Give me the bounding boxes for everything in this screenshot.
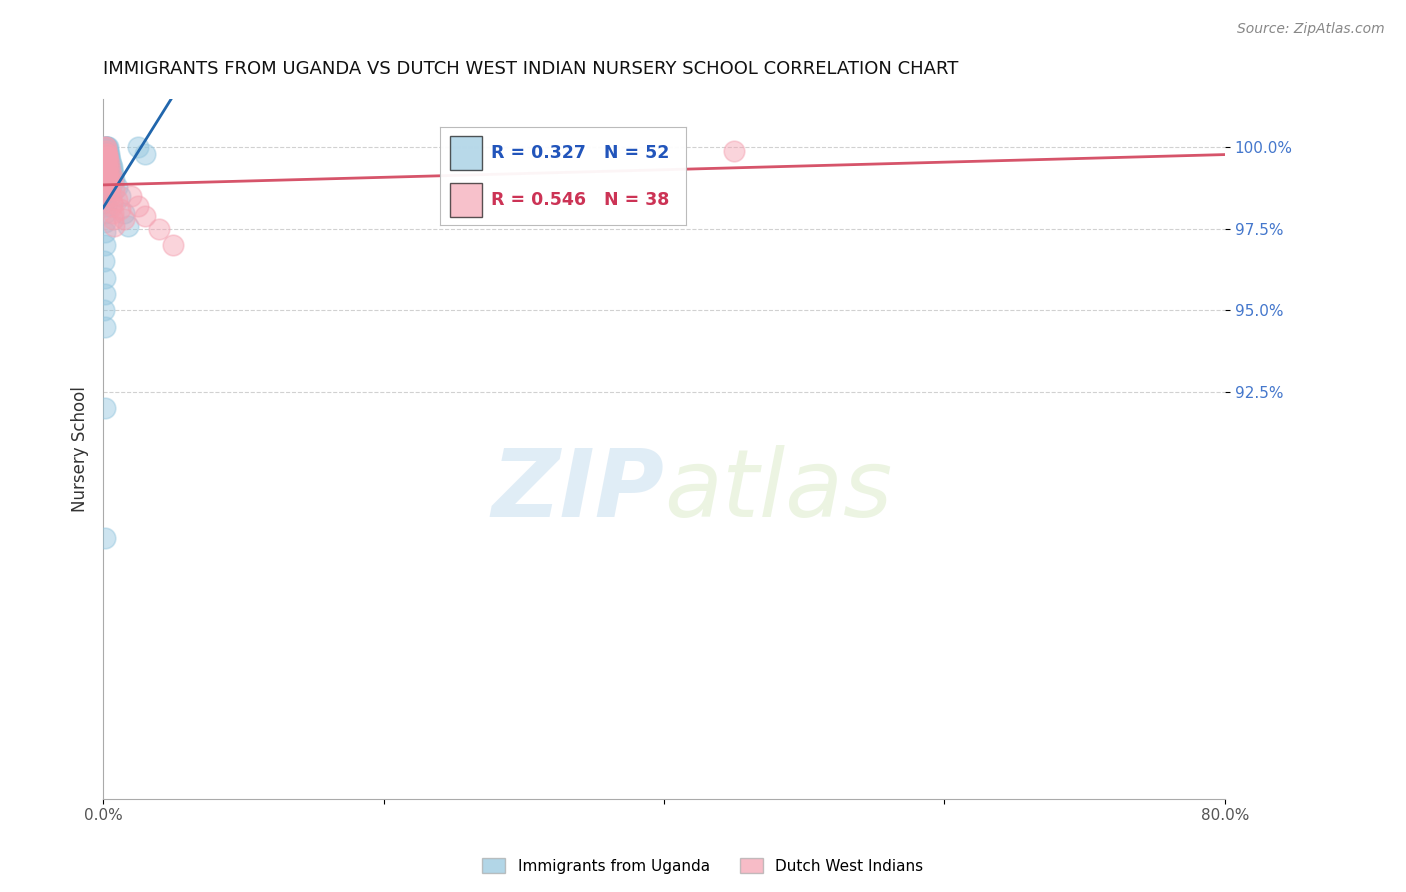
Point <box>134 147 156 161</box>
Point <box>94 140 117 154</box>
Point <box>101 163 124 178</box>
Point <box>96 150 118 164</box>
Point <box>162 238 184 252</box>
Point <box>93 176 115 190</box>
Point <box>97 169 120 184</box>
Point <box>97 147 120 161</box>
Point <box>94 169 117 184</box>
Text: IMMIGRANTS FROM UGANDA VS DUTCH WEST INDIAN NURSERY SCHOOL CORRELATION CHART: IMMIGRANTS FROM UGANDA VS DUTCH WEST IND… <box>103 60 959 78</box>
Point <box>134 209 156 223</box>
Point <box>127 199 149 213</box>
Point <box>723 144 745 158</box>
Text: ZIP: ZIP <box>491 445 664 537</box>
Point <box>93 195 115 210</box>
Point <box>96 199 118 213</box>
Point <box>112 212 135 227</box>
Point <box>97 163 120 178</box>
Point <box>103 183 125 197</box>
Point <box>98 176 121 190</box>
Point <box>97 173 120 187</box>
Point <box>97 179 120 194</box>
Point <box>94 157 117 171</box>
Point <box>103 173 125 187</box>
Point <box>96 144 118 158</box>
Point <box>100 195 122 210</box>
Point <box>97 144 120 158</box>
Point <box>96 150 118 164</box>
Point <box>93 270 115 285</box>
Point <box>96 167 118 181</box>
Point <box>93 303 115 318</box>
Point <box>93 319 115 334</box>
Point <box>96 176 118 190</box>
Point <box>96 147 118 161</box>
Point <box>93 238 115 252</box>
Point <box>94 225 117 239</box>
Legend: Immigrants from Uganda, Dutch West Indians: Immigrants from Uganda, Dutch West India… <box>477 852 929 880</box>
Point <box>94 531 117 545</box>
Point <box>94 186 117 200</box>
Point <box>105 179 128 194</box>
Point <box>100 169 122 184</box>
Point <box>94 147 117 161</box>
Point <box>94 287 117 301</box>
Point <box>97 153 120 168</box>
Point <box>101 176 124 190</box>
Point <box>94 193 117 207</box>
Point <box>94 140 117 154</box>
Point <box>93 401 115 415</box>
Point <box>93 157 115 171</box>
Point <box>127 140 149 154</box>
Point <box>101 167 124 181</box>
Point <box>103 219 125 233</box>
Point <box>93 254 115 268</box>
Point <box>94 179 117 194</box>
Point <box>96 140 118 154</box>
Point <box>98 150 121 164</box>
Point <box>100 199 122 213</box>
Point <box>94 186 117 200</box>
Point <box>94 153 117 168</box>
Point <box>94 163 117 178</box>
Point <box>101 212 124 227</box>
Point <box>94 147 117 161</box>
Point <box>148 222 170 236</box>
Point <box>97 147 120 161</box>
Text: Source: ZipAtlas.com: Source: ZipAtlas.com <box>1237 22 1385 37</box>
Point <box>94 140 117 154</box>
Point <box>94 150 117 164</box>
Point <box>117 219 139 233</box>
Point <box>94 144 117 158</box>
Text: atlas: atlas <box>664 445 893 536</box>
Point <box>100 160 122 174</box>
Y-axis label: Nursery School: Nursery School <box>72 385 89 512</box>
Point <box>98 183 121 197</box>
Point <box>94 153 117 168</box>
Point <box>97 140 120 154</box>
Point <box>108 189 131 203</box>
Point <box>112 205 135 219</box>
Point <box>105 193 128 207</box>
Point <box>94 215 117 229</box>
Point <box>96 157 118 171</box>
Point <box>93 205 115 219</box>
Point <box>98 189 121 203</box>
Point <box>94 140 117 154</box>
Point <box>108 202 131 217</box>
Point <box>96 169 118 184</box>
Point <box>96 144 118 158</box>
Point <box>96 140 118 154</box>
Point <box>101 205 124 219</box>
Point <box>97 157 120 171</box>
Point <box>98 163 121 178</box>
Point <box>98 153 121 168</box>
Point <box>120 189 142 203</box>
Point <box>96 160 118 174</box>
Point <box>94 140 117 154</box>
Point <box>94 163 117 178</box>
Point <box>100 157 122 171</box>
